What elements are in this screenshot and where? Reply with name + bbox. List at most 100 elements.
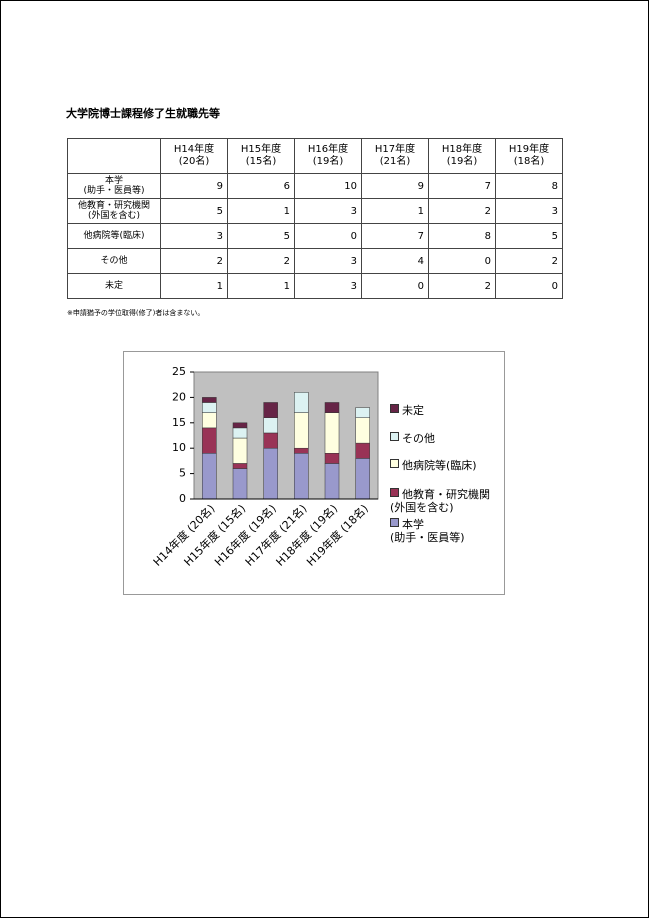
bar-segment xyxy=(355,442,370,459)
cell: 0 xyxy=(361,273,429,299)
cell: 3 xyxy=(294,273,362,299)
cell: 6 xyxy=(227,173,295,199)
header-row: H14年度 (20名) H15年度 (15名) H16年度 (19名) H17年度 (… xyxy=(67,138,563,174)
bar-segment xyxy=(294,412,309,449)
bar-segment xyxy=(355,407,370,418)
bar-segment xyxy=(232,463,248,469)
cell: 2 xyxy=(227,248,295,274)
cell: 2 xyxy=(160,248,228,274)
cell: 1 xyxy=(361,198,429,224)
cell: 3 xyxy=(160,223,228,249)
cell: 0 xyxy=(495,273,563,299)
row: その他 2 2 3 4 0 2 xyxy=(67,248,563,274)
cell: 5 xyxy=(227,223,295,249)
bar-segment xyxy=(202,427,217,454)
note: ※申請猶予の学位取得(修了)者は含まない。 xyxy=(67,309,205,317)
cell: 0 xyxy=(294,223,362,249)
y-tick-label: 15 xyxy=(172,416,186,429)
row: 未定 1 1 3 0 2 0 xyxy=(67,273,563,299)
cell: 3 xyxy=(294,198,362,224)
legend-swatch xyxy=(390,459,399,468)
column-header: H18年度 (19名) xyxy=(428,138,496,174)
column-header: H14年度 (20名) xyxy=(160,138,228,174)
cell: 1 xyxy=(160,273,228,299)
bar-segment xyxy=(232,427,248,439)
legend-label: 他教育・研究機関 (外国を含む) xyxy=(390,488,490,514)
column-header: H17年度 (21名) xyxy=(361,138,429,174)
legend-item: 他病院等(臨床) xyxy=(390,459,477,472)
corner xyxy=(67,138,161,174)
cell: 2 xyxy=(428,273,496,299)
bar-segment xyxy=(232,437,248,464)
bar-segment xyxy=(355,458,370,500)
row: 他教育・研究機関 (外国を含む) 5 1 3 1 2 3 xyxy=(67,198,563,224)
legend-swatch xyxy=(390,518,399,527)
legend-swatch xyxy=(390,404,399,413)
plot-area xyxy=(193,371,379,500)
title: 大学院博士課程修了生就職先等 xyxy=(66,107,220,120)
cell: 1 xyxy=(227,198,295,224)
row-label: 未定 xyxy=(67,273,161,299)
cell: 3 xyxy=(294,248,362,274)
bar-segment xyxy=(355,417,370,444)
table: H14年度 (20名) H15年度 (15名) H16年度 (19名) H17年度 (… xyxy=(67,138,563,299)
y-tick-label: 5 xyxy=(179,467,186,480)
cell: 5 xyxy=(160,198,228,224)
cell: 0 xyxy=(428,248,496,274)
bar-segment xyxy=(202,402,217,413)
bar-segment xyxy=(294,453,309,500)
bar-segment xyxy=(324,453,340,464)
bar-segment xyxy=(294,447,309,454)
y-tick-label: 10 xyxy=(172,441,186,454)
bar-segment xyxy=(263,417,278,434)
column-header: H19年度 (18名) xyxy=(495,138,563,174)
legend-item: その他 xyxy=(390,432,435,445)
bar-segment xyxy=(202,453,217,500)
bar-segment xyxy=(324,412,340,454)
bar-segment xyxy=(202,397,217,403)
bar-segment xyxy=(263,432,278,449)
bar-segment xyxy=(324,463,340,500)
bar-segment xyxy=(324,402,340,413)
legend-swatch xyxy=(390,432,399,441)
row-label: その他 xyxy=(67,248,161,274)
legend-label: 他病院等(臨床) xyxy=(402,459,477,472)
cell: 9 xyxy=(361,173,429,199)
cell: 8 xyxy=(428,223,496,249)
legend-label: その他 xyxy=(402,432,435,445)
bar-segment xyxy=(202,412,217,429)
cell: 7 xyxy=(361,223,429,249)
cell: 10 xyxy=(294,173,362,199)
bar-segment xyxy=(232,468,248,500)
cell: 2 xyxy=(428,198,496,224)
cell: 3 xyxy=(495,198,563,224)
row-label: 他病院等(臨床) xyxy=(67,223,161,249)
legend-item: 他教育・研究機関 (外国を含む) xyxy=(390,488,490,514)
row-label: 他教育・研究機関 (外国を含む) xyxy=(67,198,161,224)
row: 他病院等(臨床) 3 5 0 7 8 5 xyxy=(67,223,563,249)
column-header: H15年度 (15名) xyxy=(227,138,295,174)
cell: 9 xyxy=(160,173,228,199)
y-tick-label: 0 xyxy=(179,492,186,505)
y-tick-label: 25 xyxy=(172,365,186,378)
legend-item: 本学 (助手・医員等) xyxy=(390,518,465,544)
bar-segment xyxy=(232,422,248,429)
row: 本学 (助手・医員等) 9 6 10 9 7 8 xyxy=(67,173,563,199)
cell: 8 xyxy=(495,173,563,199)
bar-segment xyxy=(263,402,278,418)
chart-box: 0 5 10 15 20 25 H14年度 (20名) H15年度 (15名) H16年度 (1… xyxy=(123,351,505,595)
bar-segment xyxy=(263,447,278,500)
cell: 1 xyxy=(227,273,295,299)
legend-item: 未定 xyxy=(390,404,424,417)
legend-label: 本学 (助手・医員等) xyxy=(390,518,465,544)
legend-swatch xyxy=(390,488,399,497)
cell: 5 xyxy=(495,223,563,249)
legend-label: 未定 xyxy=(402,404,424,417)
cell: 4 xyxy=(361,248,429,274)
cell: 7 xyxy=(428,173,496,199)
y-tick-label: 20 xyxy=(172,390,186,403)
bar-segment xyxy=(294,392,309,413)
column-header: H16年度 (19名) xyxy=(294,138,362,174)
